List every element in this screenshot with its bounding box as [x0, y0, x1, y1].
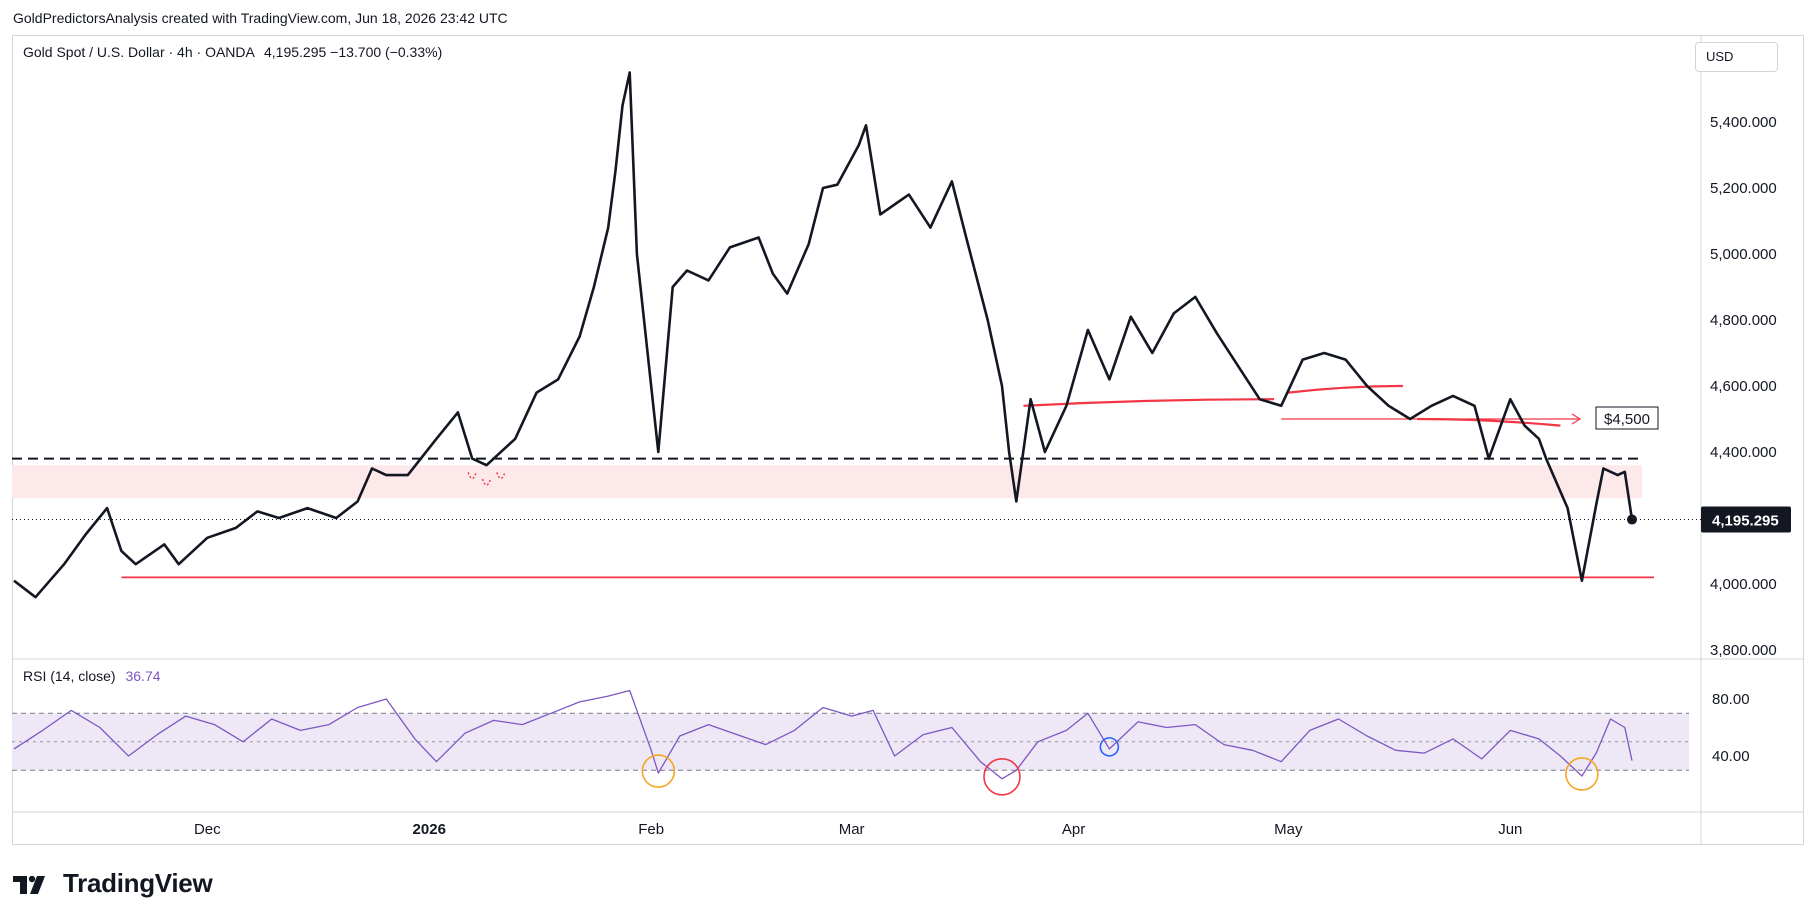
rsi-value: 36.74 [125, 668, 161, 684]
price-tick-label: 4,400.000 [1710, 444, 1777, 461]
rounding-top-arc-1 [1023, 398, 1275, 407]
rsi-series-line [13, 689, 1633, 780]
time-tick-label: Apr [1062, 821, 1085, 838]
rsi-label: RSI (14, close) [23, 668, 116, 684]
annotation-layer: $4,500 [12, 384, 1701, 579]
currency-button[interactable]: USD [1695, 42, 1778, 72]
rsi-layer [12, 689, 1689, 796]
dip-marker [481, 478, 492, 486]
last-price-tag-label: 4,195.295 [1712, 513, 1779, 530]
rsi-tick-label: 80.00 [1712, 691, 1750, 708]
chart-caption: GoldPredictorsAnalysis created with Trad… [13, 10, 508, 26]
dip-marker [467, 472, 477, 480]
price-values: 4,195.295 −13.700 (−0.33%) [263, 44, 443, 60]
tradingview-logo-icon [13, 875, 45, 894]
rsi-highlight-circle [641, 754, 676, 788]
price-tick-label: 3,800.000 [1710, 642, 1777, 659]
price-tick-label: 4,600.000 [1710, 378, 1777, 395]
symbol-legend[interactable]: Gold Spot / U.S. Dollar · 4h · OANDA 4,1… [23, 44, 442, 60]
time-tick-label: Dec [194, 821, 221, 838]
last-price-tag [1701, 506, 1791, 533]
price-layer [13, 71, 1637, 599]
price-tick-label: 4,000.000 [1710, 576, 1777, 593]
time-tick-label: 2026 [413, 821, 446, 838]
rsi-highlight-circle [1099, 737, 1120, 757]
rsi-band [12, 713, 1689, 771]
price-tick-label: 4,800.000 [1710, 312, 1777, 329]
rsi-highlight-circle [983, 757, 1021, 796]
rsi-axis: 80.00 40.00 [1712, 691, 1750, 765]
brand-name: TradingView [63, 868, 213, 898]
last-price-dot [1627, 514, 1637, 525]
price-tick-label: 5,200.000 [1710, 180, 1777, 197]
time-tick-label: Mar [839, 821, 865, 838]
rounding-top-arc-2 [1288, 384, 1403, 394]
time-axis: Dec 2026 Feb Mar Apr May Jun [194, 821, 1522, 838]
chart-frame [12, 35, 1804, 845]
dip-marker [496, 472, 506, 480]
time-tick-label: Feb [638, 821, 664, 838]
target-arrow-head [1571, 413, 1582, 425]
price-tick-label: 5,000.000 [1710, 246, 1777, 263]
rsi-highlight-circle [1565, 757, 1599, 791]
rsi-legend[interactable]: RSI (14, close) 36.74 [23, 668, 161, 684]
tradingview-brand[interactable]: TradingView [13, 868, 213, 899]
price-tick-label: 5,400.000 [1710, 114, 1777, 131]
support-zone [12, 465, 1642, 499]
rsi-tick-label: 40.00 [1712, 748, 1750, 765]
price-axis: 5,400.000 5,200.000 5,000.000 4,800.000 4,60… [1701, 114, 1791, 659]
time-tick-label: May [1274, 821, 1303, 838]
symbol-name: Gold Spot / U.S. Dollar · 4h · OANDA [23, 44, 255, 60]
rounding-top-arc-3 [1417, 417, 1561, 427]
zone-layer [12, 465, 1642, 499]
target-label-box [1595, 406, 1659, 430]
time-tick-label: Jun [1498, 821, 1522, 838]
price-series-line [13, 71, 1634, 599]
target-label: $4,500 [1604, 411, 1650, 428]
